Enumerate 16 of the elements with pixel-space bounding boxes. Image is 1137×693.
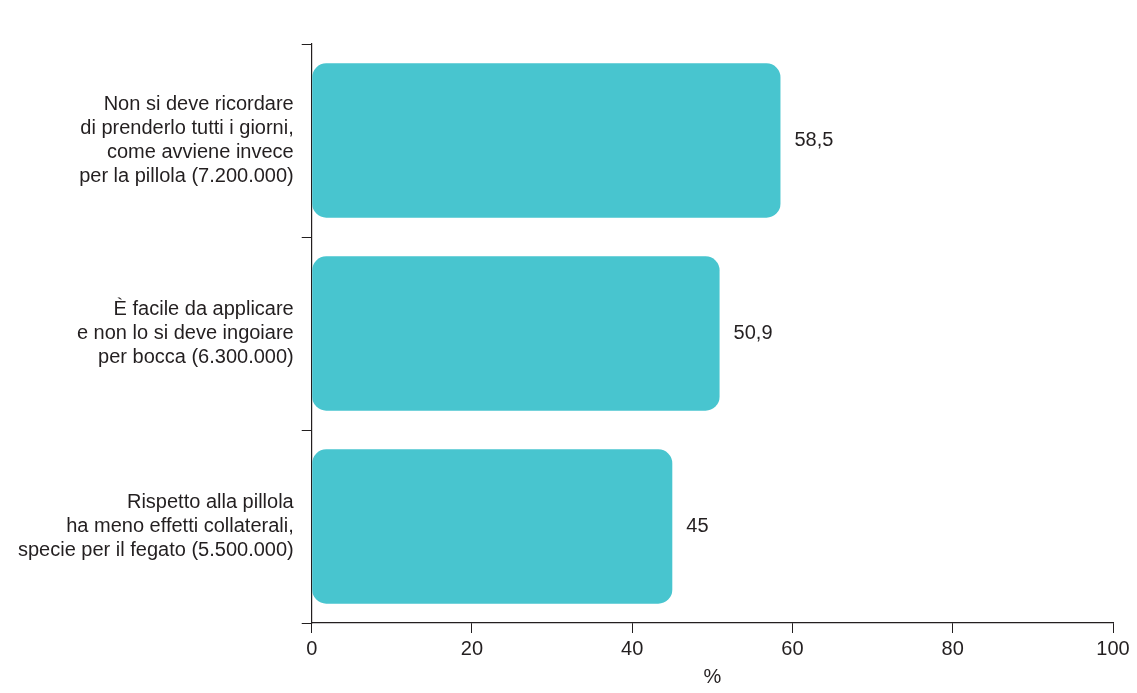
- x-tick-label: 100: [1096, 636, 1130, 659]
- x-axis-title: %: [703, 664, 722, 687]
- x-tick-label: 40: [621, 636, 644, 659]
- bar: [312, 449, 673, 604]
- x-tick-label: 80: [941, 636, 964, 659]
- bar: [312, 63, 781, 218]
- bar: [312, 256, 720, 411]
- x-tick-label: 20: [460, 636, 484, 659]
- x-tick-label: 0: [306, 636, 318, 659]
- y-tick-label: Non si deve ricordare di prenderlo tutti i giorni, come avviene invece per la pillola (7.200.000): [79, 92, 294, 187]
- x-tick-label: 60: [781, 636, 804, 659]
- data-label: 58,5: [794, 128, 834, 151]
- data-label: 50,9: [733, 321, 773, 344]
- y-tick-label: Rispetto alla pillola ha meno effetti collaterali, specie per il fegato (5.500.000): [18, 490, 295, 561]
- y-tick-label: È facile da applicare e non lo si deve ingoiare per bocca (6.300.000): [76, 297, 294, 368]
- data-label: 45: [686, 514, 709, 537]
